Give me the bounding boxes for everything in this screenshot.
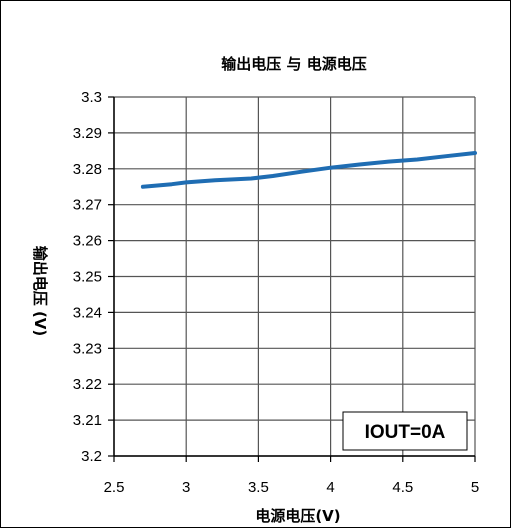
annotation-label: IOUT=0A xyxy=(365,422,446,443)
grid xyxy=(108,96,476,462)
x-tick-labels: 2.5 3 3.5 4 4.5 5 xyxy=(104,479,480,496)
series-line xyxy=(140,151,477,189)
y-tick-label: 3.28 xyxy=(73,161,102,178)
x-tick-label: 4 xyxy=(326,479,334,496)
y-tick-labels: 3.2 3.21 3.22 3.23 3.24 3.25 3.26 3.27 3.28 3.29 3… xyxy=(73,89,102,465)
y-tick-label: 3.2 xyxy=(81,448,102,465)
y-tick-label: 3.3 xyxy=(81,89,102,106)
series-layer xyxy=(140,151,477,189)
y-tick-label: 3.27 xyxy=(73,197,102,214)
chart-title: 输出电压 与 电源电压 xyxy=(221,55,366,73)
x-tick-label: 4.5 xyxy=(392,479,413,496)
y-tick-label: 3.24 xyxy=(73,304,102,321)
y-tick-label: 3.25 xyxy=(73,269,102,286)
x-tick-label: 5 xyxy=(471,479,479,496)
y-tick-label: 3.26 xyxy=(73,233,102,250)
y-tick-label: 3.21 xyxy=(73,412,102,429)
y-tick-label: 3.22 xyxy=(73,376,102,393)
x-tick-label: 3 xyxy=(182,479,190,496)
x-tick-label: 3.5 xyxy=(248,479,269,496)
x-axis-label: 电源电压(V) xyxy=(255,507,340,525)
y-tick-label: 3.29 xyxy=(73,125,102,142)
annotation-box xyxy=(342,411,468,451)
x-tick-label: 2.5 xyxy=(104,479,125,496)
y-axis-label: 输出电压 (V) xyxy=(31,246,49,337)
y-tick-label: 3.23 xyxy=(73,340,102,357)
